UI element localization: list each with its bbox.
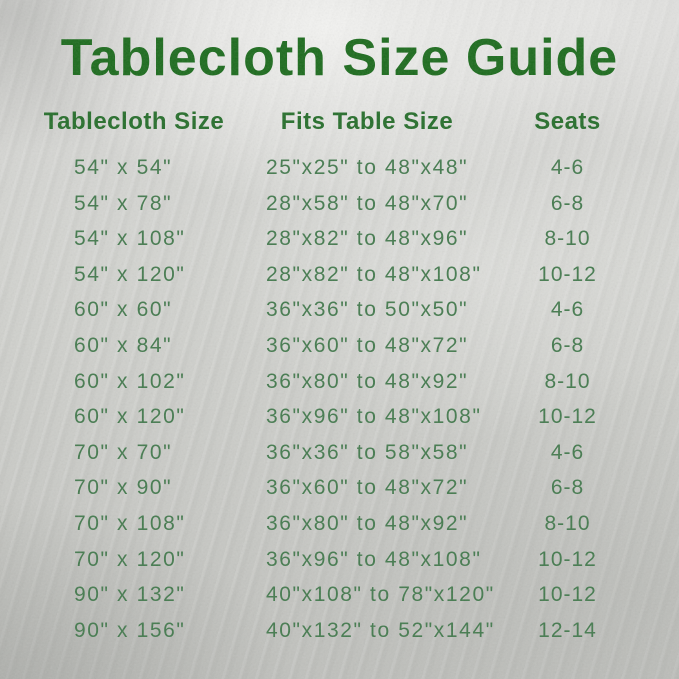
column-header-tablecloth-size: Tablecloth Size [43,108,225,135]
seats-cell: 4-6 [550,156,585,179]
fits-table-size-cell: 36"x60" to 48"x72" [266,476,469,500]
fits-table-size-cell: 36"x60" to 48"x72" [266,333,469,357]
tablecloth-size-cell: 60" x 60" [74,298,173,322]
column-header-seats: Seats [534,108,601,135]
tablecloth-size-cell: 70" x 108" [74,511,186,535]
seats-cell: 6-8 [550,476,585,500]
tablecloth-size-cell: 70" x 120" [74,547,186,571]
table-row: 70" x 90" 36"x60" to 48"x72" 6-8 [0,470,679,506]
tablecloth-size-cell: 70" x 90" [74,476,173,500]
table-row: 54" x 120" 28"x82" to 48"x108" 10-12 [0,257,679,293]
table-row: 90" x 132" 40"x108" to 78"x120" 10-12 [0,577,679,613]
fits-table-size-cell: 36"x36" to 50"x50" [266,298,469,322]
table-row: 54" x 108" 28"x82" to 48"x96" 8-10 [0,221,679,257]
fits-table-size-cell: 36"x80" to 48"x92" [266,369,469,393]
column-header-fits-table-size: Fits Table Size [280,108,454,135]
fits-table-size-cell: 40"x108" to 78"x120" [266,583,495,607]
seats-cell: 4-6 [550,298,585,322]
tablecloth-size-cell: 60" x 102" [74,369,186,393]
seats-cell: 8-10 [544,369,591,393]
seats-cell: 4-6 [550,440,585,464]
seats-cell: 6-8 [550,333,585,357]
table-row: 60" x 102" 36"x80" to 48"x92" 8-10 [0,364,679,400]
seats-cell: 6-8 [550,191,585,215]
tablecloth-size-cell: 54" x 78" [74,191,173,215]
seats-cell: 10-12 [538,262,597,286]
fits-table-size-cell: 40"x132" to 52"x144" [266,618,495,642]
seats-cell: 8-10 [544,511,591,535]
fits-table-size-cell: 36"x80" to 48"x92" [266,511,469,535]
tablecloth-size-cell: 60" x 120" [74,405,186,429]
table-body: 54" x 54" 25"x25" to 48"x48" 4-6 54" x 7… [0,150,679,648]
fits-table-size-cell: 28"x58" to 48"x70" [266,191,469,215]
tablecloth-size-cell: 60" x 84" [74,333,173,357]
fits-table-size-cell: 36"x96" to 48"x108" [266,405,482,429]
tablecloth-size-cell: 54" x 54" [74,156,173,179]
table-row: 90" x 156" 40"x132" to 52"x144" 12-14 [0,613,679,649]
seats-cell: 8-10 [544,227,591,251]
tablecloth-size-cell: 70" x 70" [74,440,173,464]
tablecloth-size-cell: 90" x 132" [74,583,186,607]
table-row: 60" x 84" 36"x60" to 48"x72" 6-8 [0,328,679,364]
table-row: 60" x 120" 36"x96" to 48"x108" 10-12 [0,399,679,435]
fits-table-size-cell: 28"x82" to 48"x108" [266,262,482,286]
fits-table-size-cell: 25"x25" to 48"x48" [266,156,469,179]
fits-table-size-cell: 36"x36" to 58"x58" [266,440,469,464]
fits-table-size-cell: 36"x96" to 48"x108" [266,547,482,571]
seats-cell: 12-14 [538,618,597,642]
fits-table-size-cell: 28"x82" to 48"x96" [266,227,469,251]
tablecloth-size-cell: 90" x 156" [74,618,186,642]
table-row: 70" x 120" 36"x96" to 48"x108" 10-12 [0,542,679,578]
table-row: 70" x 70" 36"x36" to 58"x58" 4-6 [0,435,679,471]
table-row: 54" x 54" 25"x25" to 48"x48" 4-6 [0,150,679,186]
seats-cell: 10-12 [538,405,597,429]
seats-cell: 10-12 [538,547,597,571]
table-row: 70" x 108" 36"x80" to 48"x92" 8-10 [0,506,679,542]
table-row: 54" x 78" 28"x58" to 48"x70" 6-8 [0,186,679,222]
seats-cell: 10-12 [538,583,597,607]
table-row: 60" x 60" 36"x36" to 50"x50" 4-6 [0,292,679,328]
table-header-row: Tablecloth Size Fits Table Size Seats [0,106,679,138]
tablecloth-size-cell: 54" x 108" [74,227,186,251]
tablecloth-size-cell: 54" x 120" [74,262,186,286]
page-title: Tablecloth Size Guide [60,29,619,87]
